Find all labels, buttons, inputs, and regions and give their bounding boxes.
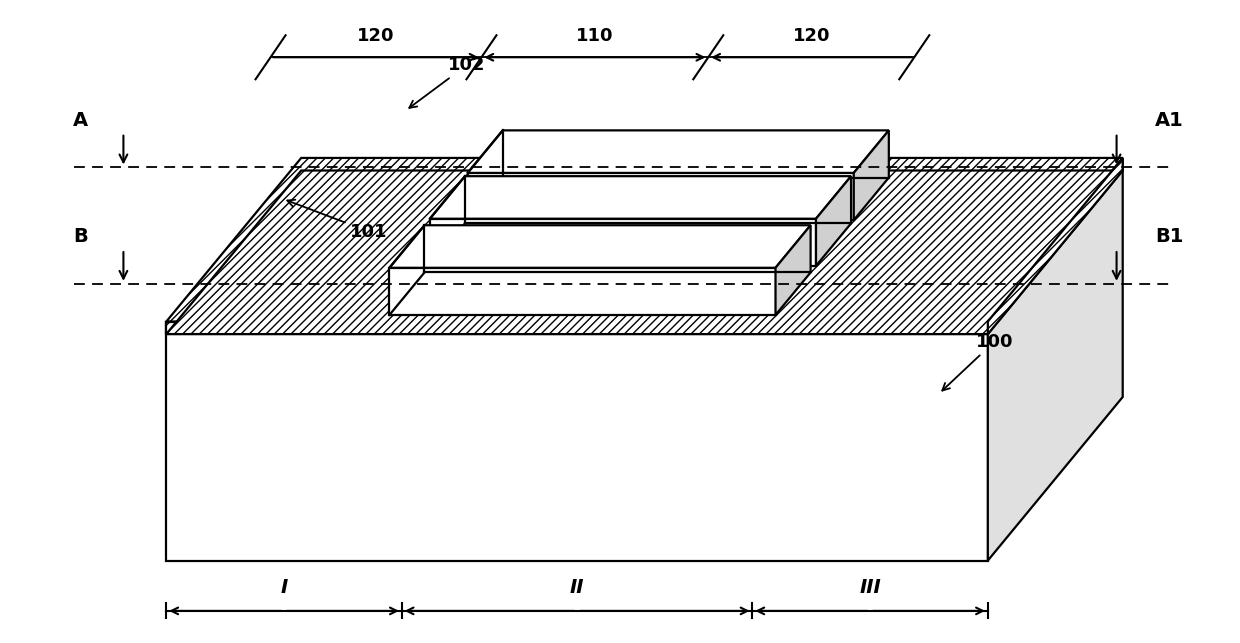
Text: 120: 120 — [357, 27, 394, 45]
Text: 120: 120 — [792, 27, 830, 45]
Polygon shape — [430, 176, 851, 219]
Polygon shape — [389, 225, 811, 267]
Text: A1: A1 — [1154, 111, 1184, 130]
Polygon shape — [430, 219, 816, 266]
Polygon shape — [988, 158, 1122, 561]
Text: 100: 100 — [942, 332, 1013, 390]
Polygon shape — [166, 158, 1122, 322]
Polygon shape — [389, 267, 775, 315]
Polygon shape — [775, 225, 811, 315]
Polygon shape — [467, 173, 854, 220]
Polygon shape — [166, 322, 988, 561]
Polygon shape — [816, 176, 851, 266]
Text: II: II — [570, 578, 584, 597]
Text: 110: 110 — [577, 27, 614, 45]
Polygon shape — [166, 170, 1122, 334]
Polygon shape — [166, 322, 988, 334]
Text: I: I — [280, 578, 288, 597]
Text: B: B — [73, 227, 88, 246]
Text: 102: 102 — [409, 56, 486, 108]
Text: III: III — [859, 578, 880, 597]
Polygon shape — [467, 131, 889, 173]
Text: 101: 101 — [288, 200, 388, 240]
Text: B1: B1 — [1156, 227, 1183, 246]
Text: A: A — [73, 111, 88, 130]
Polygon shape — [988, 158, 1122, 334]
Polygon shape — [854, 131, 889, 220]
